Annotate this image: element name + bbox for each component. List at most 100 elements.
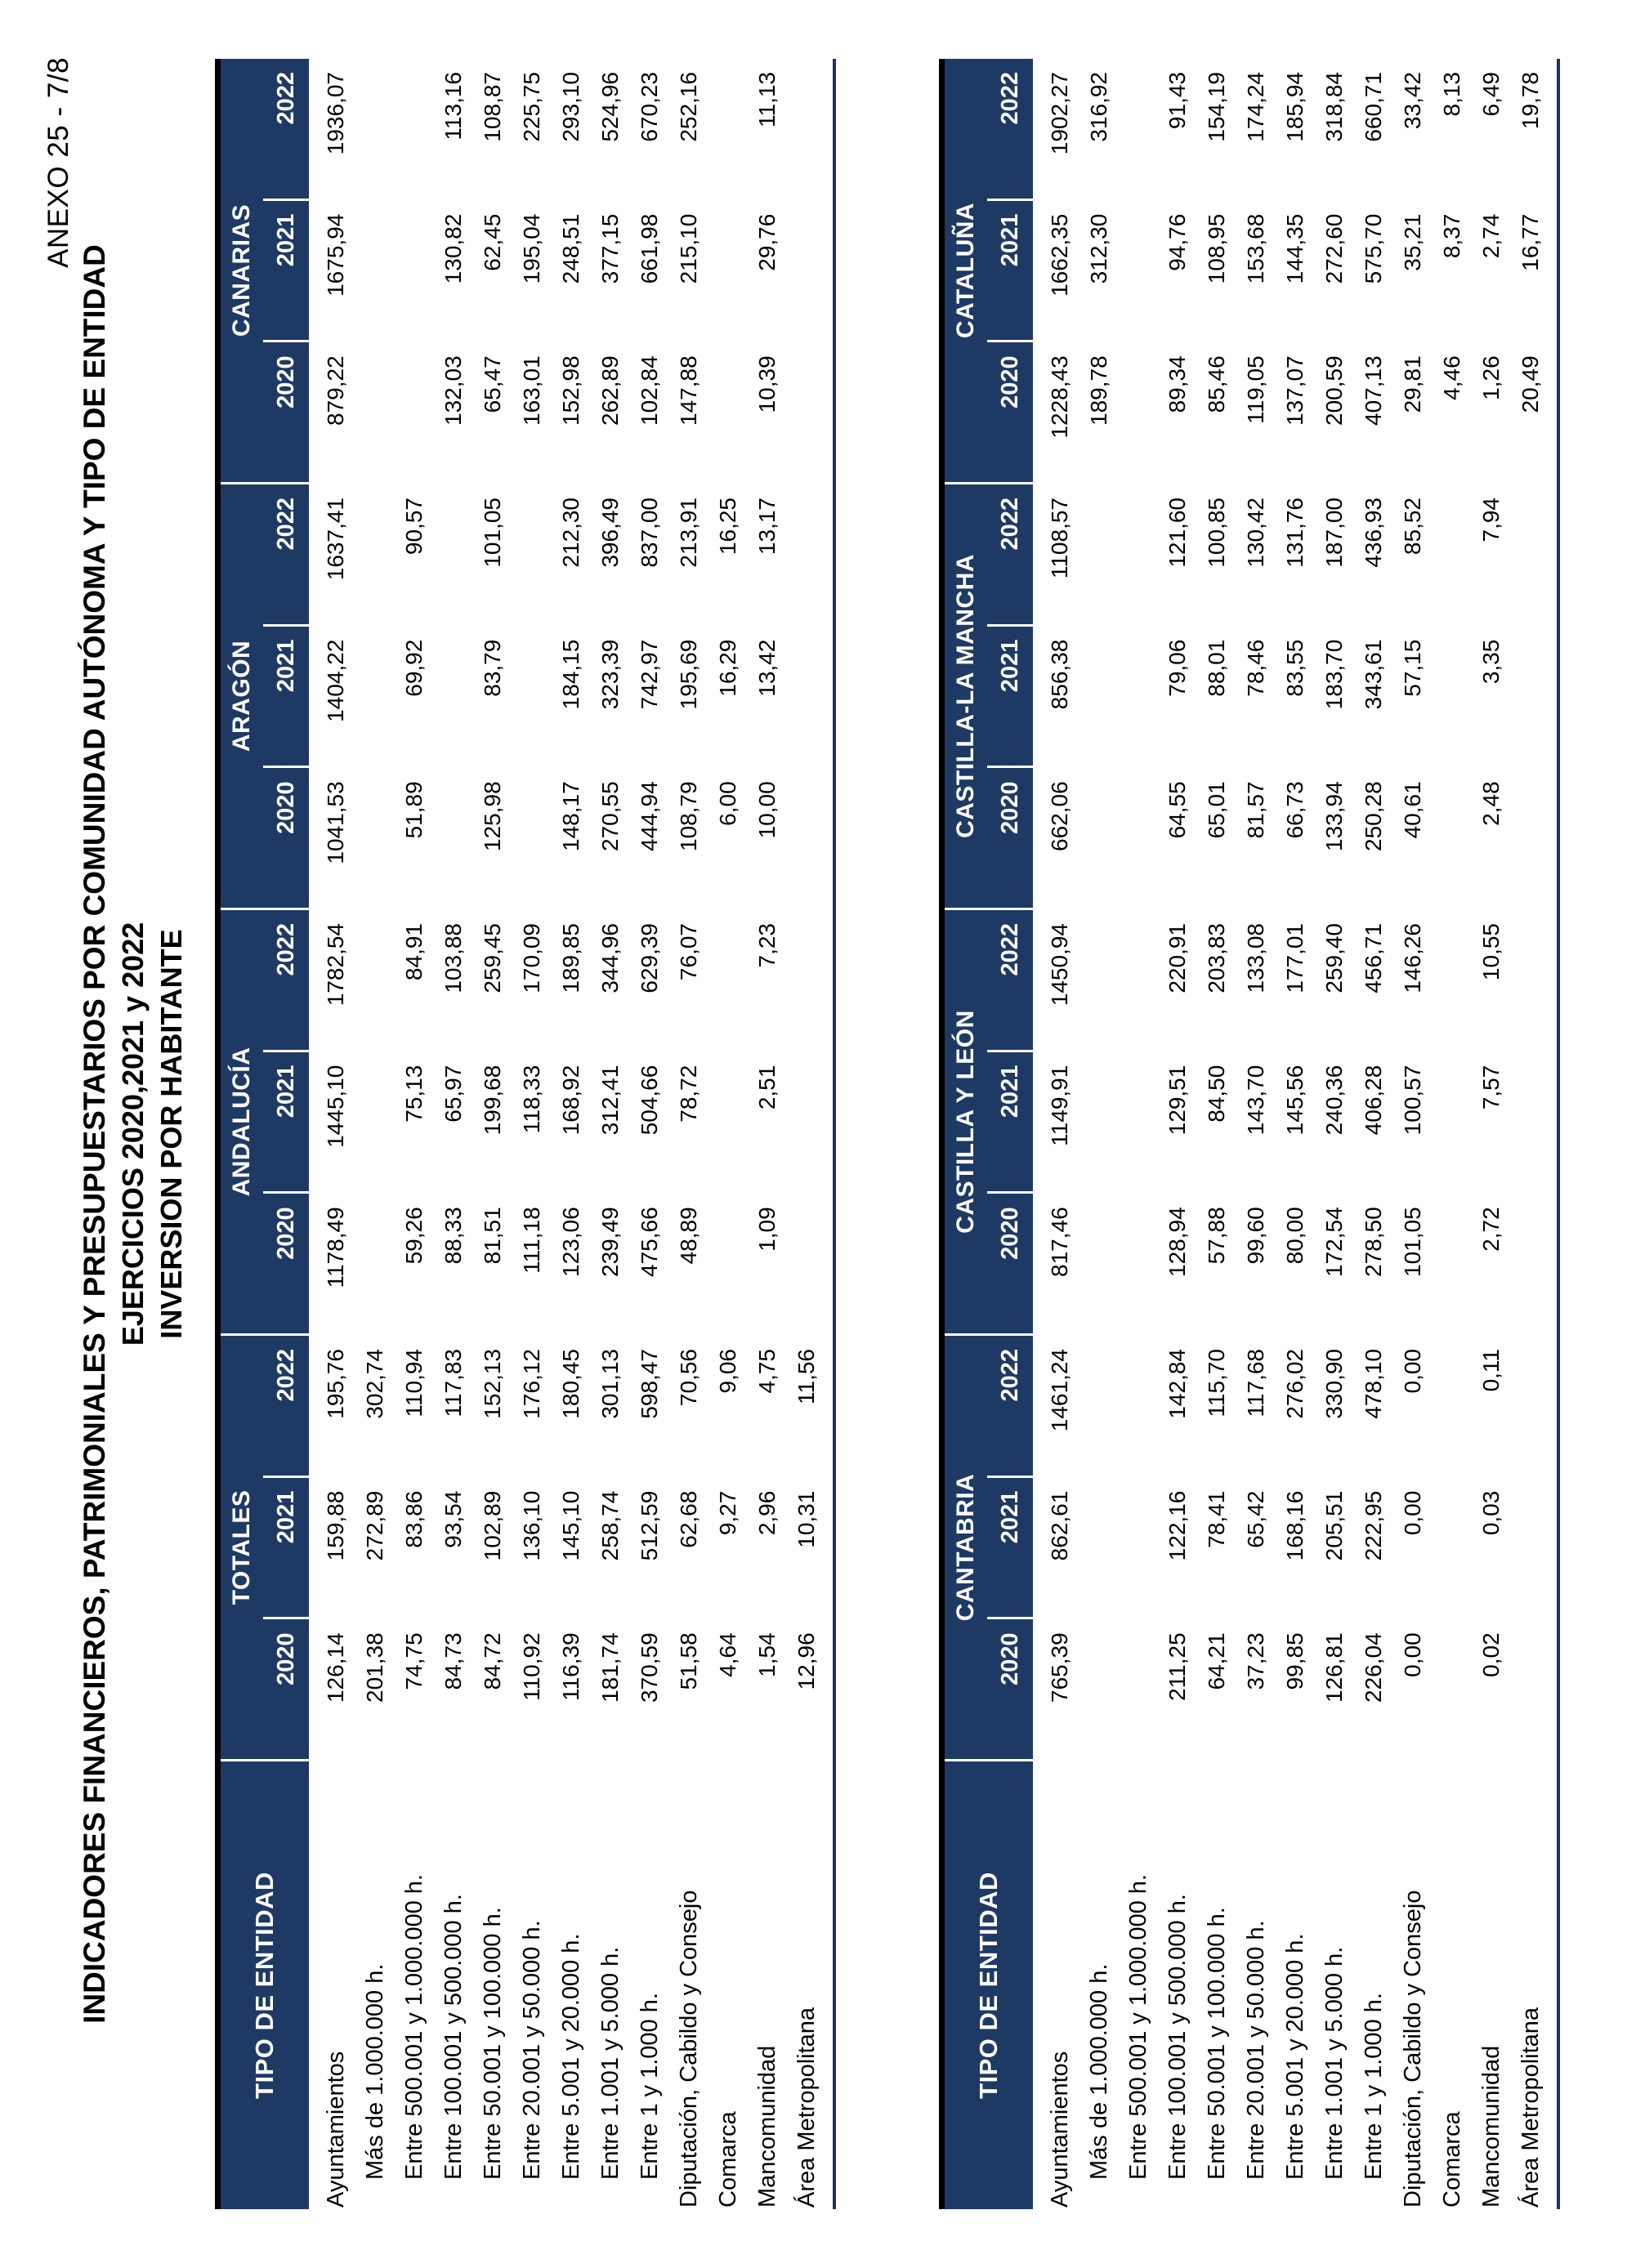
value-cell: 478,10 bbox=[1361, 1349, 1386, 1419]
value-cell: 272,60 bbox=[1321, 213, 1347, 284]
value-cell: 330,90 bbox=[1321, 1349, 1347, 1419]
value-cell: 117,68 bbox=[1243, 1349, 1268, 1418]
value-cell: 159,88 bbox=[323, 1490, 348, 1561]
value-cell: 1108,57 bbox=[1047, 498, 1072, 579]
value-cell: 89,34 bbox=[1164, 355, 1190, 413]
value-cell: 174,24 bbox=[1243, 72, 1268, 142]
value-cell: 176,12 bbox=[519, 1349, 544, 1419]
value-cell: 10,00 bbox=[754, 781, 780, 839]
value-cell: 85,52 bbox=[1400, 498, 1425, 556]
value-cell: 65,47 bbox=[480, 355, 505, 413]
year-header-cell: 2021 bbox=[263, 200, 309, 343]
row-label: Entre 20.001 y 50.000 h. bbox=[1242, 1920, 1269, 2180]
value-cell: 152,13 bbox=[480, 1349, 505, 1419]
annex-label: ANEXO 25 - 7/8 bbox=[42, 57, 74, 268]
table-row: Entre 100.001 y 500.000 h. 84,73 93,54 117,… bbox=[434, 59, 473, 2209]
value-cell: 293,10 bbox=[558, 72, 583, 142]
value-cell: 258,74 bbox=[597, 1490, 623, 1561]
value-cell: 370,59 bbox=[637, 1632, 662, 1703]
value-cell: 148,17 bbox=[558, 781, 583, 851]
value-cell: 81,57 bbox=[1243, 781, 1268, 839]
row-label: Mancomunidad bbox=[1477, 2045, 1504, 2208]
value-cell: 57,15 bbox=[1400, 639, 1425, 697]
value-cell: 0,00 bbox=[1400, 1632, 1425, 1677]
table-row: Entre 20.001 y 50.000 h. 110,92 136,10 176,… bbox=[512, 59, 552, 2209]
title-block: INDICADORES FINANCIEROS, PATRIMONIALES Y… bbox=[0, 0, 190, 2268]
page-title: INDICADORES FINANCIEROS, PATRIMONIALES Y… bbox=[78, 244, 111, 2024]
table-row: Entre 100.001 y 500.000 h. 211,25 122,16 14… bbox=[1158, 59, 1197, 2209]
value-cell: 108,87 bbox=[480, 72, 505, 142]
value-cell: 126,14 bbox=[323, 1632, 348, 1703]
value-cell: 131,76 bbox=[1282, 498, 1307, 568]
value-cell: 213,91 bbox=[676, 498, 701, 568]
value-cell: 189,85 bbox=[558, 923, 583, 993]
value-cell: 1,26 bbox=[1478, 355, 1504, 400]
value-cell: 323,39 bbox=[597, 639, 623, 710]
table-totales-andalucia-aragon-canarias: TIPO DE ENTIDAD TOTALES 2020 2021 2022 ANDAL… bbox=[215, 59, 836, 2209]
value-cell: 406,28 bbox=[1361, 1065, 1386, 1136]
row-label: Entre 50.001 y 100.000 h. bbox=[1203, 1907, 1230, 2180]
value-cell: 524,96 bbox=[597, 72, 623, 142]
value-cell: 181,74 bbox=[597, 1632, 623, 1703]
value-cell: 9,27 bbox=[715, 1490, 740, 1536]
value-cell: 91,43 bbox=[1164, 72, 1190, 130]
value-cell: 444,94 bbox=[637, 781, 662, 851]
value-cell: 259,45 bbox=[480, 923, 505, 993]
value-cell: 215,10 bbox=[676, 213, 701, 284]
group-header-cell: CANARIAS bbox=[221, 59, 263, 484]
value-cell: 0,00 bbox=[1400, 1490, 1425, 1536]
value-cell: 66,73 bbox=[1282, 781, 1307, 839]
table-row: Entre 1.001 y 5.000 h. 126,81 205,51 330,90… bbox=[1315, 59, 1354, 2209]
value-cell: 1902,27 bbox=[1047, 72, 1072, 155]
year-header-cell: 2021 bbox=[263, 1051, 309, 1194]
value-cell: 76,07 bbox=[676, 923, 701, 981]
value-cell: 12,96 bbox=[793, 1632, 819, 1690]
value-cell: 436,93 bbox=[1361, 498, 1386, 568]
group-header-cell: CANTABRIA bbox=[945, 1336, 987, 1761]
value-cell: 145,10 bbox=[558, 1490, 583, 1561]
value-cell: 475,66 bbox=[637, 1207, 662, 1277]
value-cell: 199,68 bbox=[480, 1065, 505, 1136]
value-cell: 116,39 bbox=[558, 1632, 583, 1701]
year-header-cell: 2021 bbox=[263, 1477, 309, 1620]
value-cell: 111,18 bbox=[519, 1207, 544, 1274]
value-cell: 856,38 bbox=[1047, 639, 1072, 710]
year-header-cell: 2022 bbox=[987, 1336, 1033, 1478]
table-row: Más de 1.000.000 h. 189,78 312,30 316,92 bbox=[1079, 59, 1119, 2209]
value-cell: 136,10 bbox=[519, 1490, 544, 1561]
year-header-cell: 2021 bbox=[987, 626, 1033, 769]
value-cell: 598,47 bbox=[637, 1349, 662, 1419]
table-row: Área Metropolitana 20,49 16,77 19,78 bbox=[1511, 59, 1550, 2209]
year-header-cell: 2022 bbox=[987, 59, 1033, 201]
table-row: Mancomunidad 0,02 0,03 0,11 2,72 7,57 10,55 2,4… bbox=[1472, 59, 1511, 2209]
value-cell: 2,72 bbox=[1478, 1207, 1504, 1252]
value-cell: 83,55 bbox=[1282, 639, 1307, 697]
row-label: Entre 5.001 y 20.000 h. bbox=[1281, 1933, 1308, 2181]
value-cell: 212,30 bbox=[558, 498, 583, 568]
year-header-cell: 2020 bbox=[987, 768, 1033, 910]
group-header-cell: CATALUÑA bbox=[945, 59, 987, 484]
value-cell: 64,55 bbox=[1164, 781, 1190, 839]
value-cell: 177,01 bbox=[1282, 923, 1307, 993]
row-label: Más de 1.000.000 h. bbox=[361, 1963, 388, 2180]
value-cell: 146,26 bbox=[1400, 923, 1425, 993]
table-cantabria-castillas-cataluna: TIPO DE ENTIDAD CANTABRIA 2020 2021 2022 CAS… bbox=[939, 59, 1560, 2209]
value-cell: 74,75 bbox=[401, 1632, 427, 1690]
year-header-cell: 2022 bbox=[987, 484, 1033, 627]
value-cell: 154,19 bbox=[1204, 72, 1229, 142]
value-cell: 316,92 bbox=[1086, 72, 1111, 142]
table-row: Entre 20.001 y 50.000 h. 37,23 65,42 117,68… bbox=[1236, 59, 1276, 2209]
value-cell: 200,59 bbox=[1321, 355, 1347, 426]
value-cell: 183,70 bbox=[1321, 639, 1347, 710]
value-cell: 80,00 bbox=[1282, 1207, 1307, 1265]
value-cell: 29,76 bbox=[754, 213, 780, 271]
entity-type-header: TIPO DE ENTIDAD bbox=[974, 1872, 1003, 2099]
year-header-cell: 2022 bbox=[987, 910, 1033, 1052]
value-cell: 168,16 bbox=[1282, 1490, 1307, 1561]
value-cell: 670,23 bbox=[637, 72, 662, 142]
value-cell: 203,83 bbox=[1204, 923, 1229, 993]
value-cell: 1178,49 bbox=[323, 1207, 348, 1288]
row-label: Entre 20.001 y 50.000 h. bbox=[518, 1920, 545, 2180]
value-cell: 29,81 bbox=[1400, 355, 1425, 413]
value-cell: 94,76 bbox=[1164, 213, 1190, 271]
